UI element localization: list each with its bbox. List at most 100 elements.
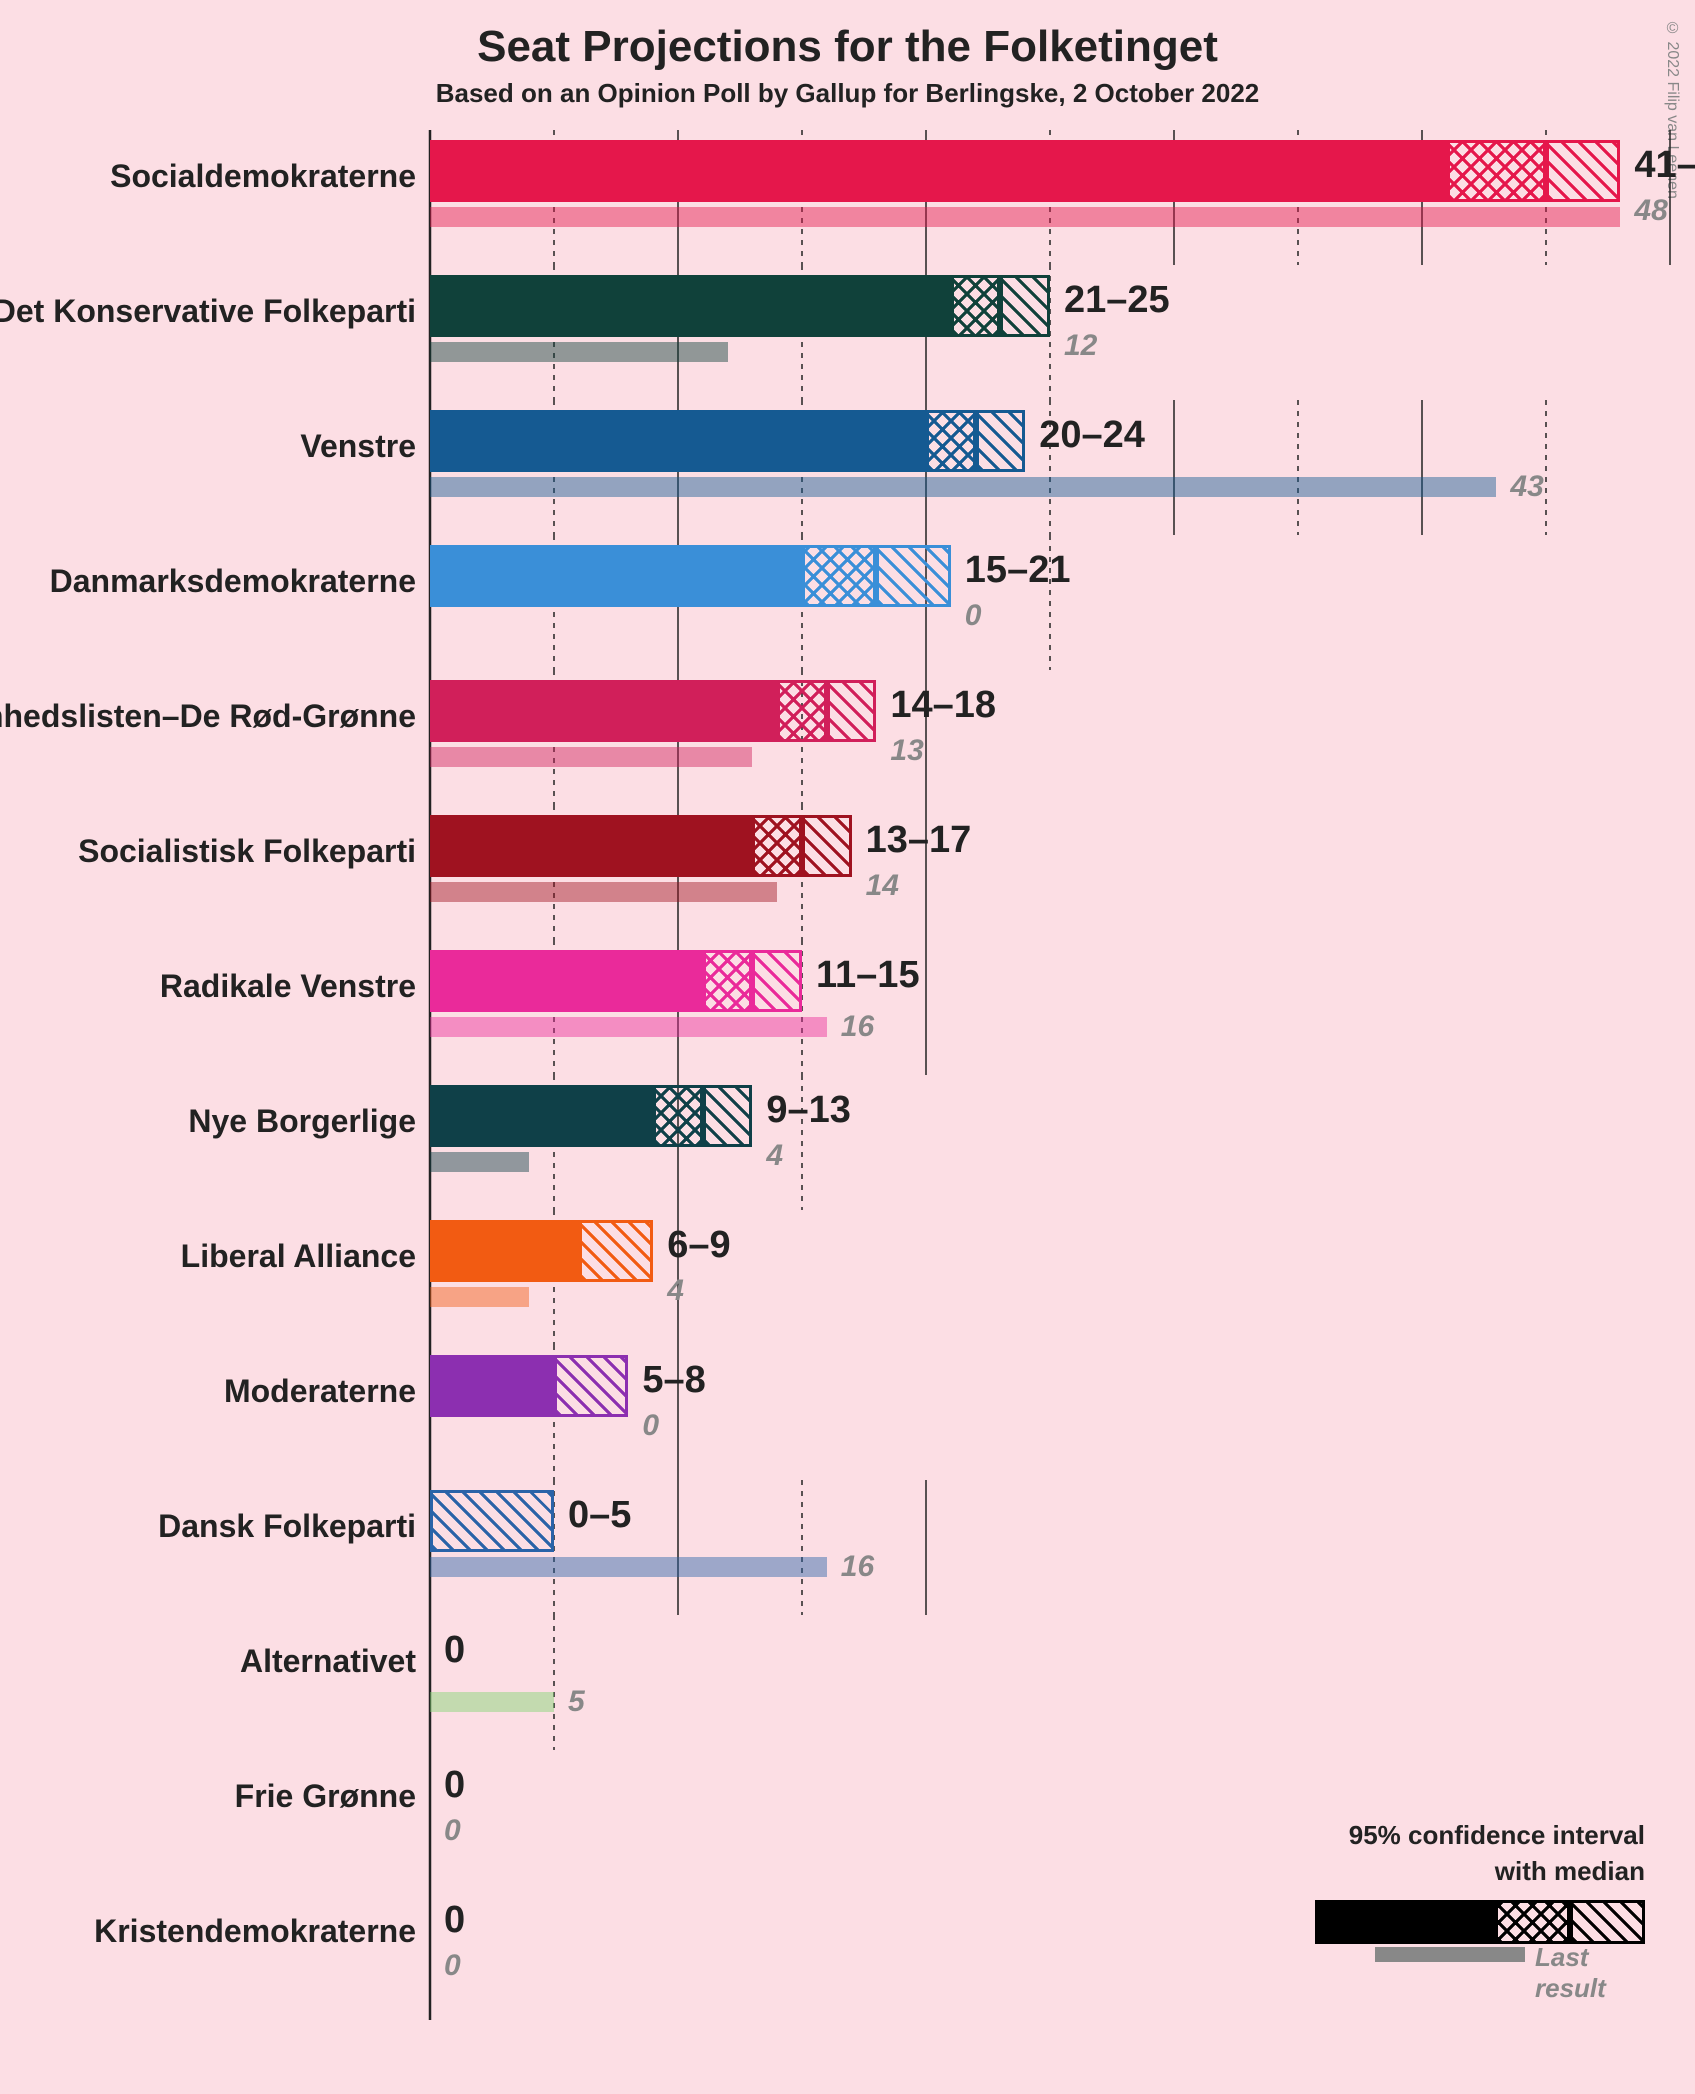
legend-last-label: Last result	[1535, 1942, 1645, 2004]
party-label: Danmarksdemokraterne	[50, 563, 416, 600]
bar-high	[976, 410, 1026, 472]
bar-median	[926, 410, 976, 472]
bar-last	[430, 1152, 529, 1172]
bar-median	[703, 950, 753, 1012]
party-row: Moderaterne5–80	[0, 1345, 1695, 1480]
legend-diag-swatch	[1570, 1900, 1645, 1944]
bar-low	[430, 545, 802, 607]
bar-high	[703, 1085, 753, 1147]
last-label: 0	[444, 1949, 461, 1983]
bar-last	[430, 477, 1496, 497]
party-row: Alternativet 0 5	[0, 1615, 1695, 1750]
party-row: Danmarksdemokraterne15–210	[0, 535, 1695, 670]
party-row: Socialdemokraterne 41–48 48	[0, 130, 1695, 265]
bar-median	[752, 815, 802, 877]
range-label: 13–17	[866, 819, 972, 862]
party-label: Socialistisk Folkeparti	[78, 833, 416, 870]
range-label: 9–13	[766, 1089, 851, 1132]
chart-subtitle: Based on an Opinion Poll by Gallup for B…	[0, 72, 1695, 109]
bar-last	[430, 1287, 529, 1307]
chart-title: Seat Projections for the Folketinget	[0, 0, 1695, 72]
party-row: Radikale Venstre 11–15 16	[0, 940, 1695, 1075]
bar-low	[430, 950, 703, 1012]
party-label: Venstre	[300, 428, 416, 465]
range-label: 0–5	[568, 1494, 631, 1537]
party-row: Nye Borgerlige 9–13 4	[0, 1075, 1695, 1210]
range-label: 0	[444, 1899, 465, 1942]
bar-high	[430, 1490, 554, 1552]
bar-last	[430, 882, 777, 902]
range-label: 21–25	[1064, 279, 1170, 322]
range-label: 0	[444, 1764, 465, 1807]
gridlines	[430, 1750, 432, 1885]
bar-low	[430, 140, 1447, 202]
bar-high	[827, 680, 877, 742]
bar-low	[430, 815, 752, 877]
last-label: 0	[444, 1814, 461, 1848]
legend-cross-swatch	[1495, 1900, 1570, 1944]
bar-last	[430, 1692, 554, 1712]
last-label: 4	[667, 1274, 684, 1308]
last-label: 13	[890, 734, 923, 768]
party-label: Alternativet	[240, 1643, 416, 1680]
party-label: Moderaterne	[224, 1373, 416, 1410]
last-label: 14	[866, 869, 899, 903]
range-label: 11–15	[816, 954, 920, 997]
bar-median	[1447, 140, 1546, 202]
bar-last	[430, 1557, 827, 1577]
legend-ci-line2: with median	[1495, 1856, 1645, 1887]
last-label: 16	[841, 1010, 874, 1044]
range-label: 15–21	[965, 549, 1071, 592]
party-label: Socialdemokraterne	[110, 158, 416, 195]
party-label: Det Konservative Folkeparti	[0, 293, 416, 330]
bar-high	[1546, 140, 1620, 202]
range-label: 41–48	[1634, 144, 1695, 187]
party-label: Dansk Folkeparti	[158, 1508, 416, 1545]
bar-low	[430, 1220, 579, 1282]
party-label: Frie Grønne	[235, 1778, 416, 1815]
gridlines	[430, 1885, 432, 2020]
range-label: 6–9	[667, 1224, 730, 1267]
range-label: 20–24	[1039, 414, 1145, 457]
bar-high	[802, 815, 852, 877]
party-row: Frie Grønne 0 0	[0, 1750, 1695, 1885]
party-row: Venstre20–2443	[0, 400, 1695, 535]
party-row: Enhedslisten–De Rød-Grønne 14–18 13	[0, 670, 1695, 805]
party-label: Liberal Alliance	[181, 1238, 416, 1275]
last-label: 12	[1064, 329, 1097, 363]
legend-last-swatch	[1375, 1947, 1525, 1962]
last-label: 48	[1634, 194, 1667, 228]
party-row: Det Konservative Folkeparti 21–25 12	[0, 265, 1695, 400]
bar-high	[1000, 275, 1050, 337]
bar-low	[430, 1355, 554, 1417]
legend-solid-swatch	[1315, 1900, 1495, 1944]
party-label: Kristendemokraterne	[94, 1913, 416, 1950]
party-label: Nye Borgerlige	[188, 1103, 416, 1140]
party-row: Dansk Folkeparti0–516	[0, 1480, 1695, 1615]
bar-high	[752, 950, 802, 1012]
party-row: Socialistisk Folkeparti 13–17 14	[0, 805, 1695, 940]
legend-bars: Last result	[1315, 1900, 1645, 1980]
last-label: 5	[568, 1685, 585, 1719]
bar-low	[430, 410, 926, 472]
range-label: 0	[444, 1629, 465, 1672]
legend-ci-line1: 95% confidence interval	[1349, 1820, 1645, 1851]
bar-high	[554, 1355, 628, 1417]
bar-median	[802, 545, 876, 607]
bar-median	[951, 275, 1001, 337]
bar-high	[876, 545, 950, 607]
party-label: Enhedslisten–De Rød-Grønne	[0, 698, 416, 735]
bar-median	[653, 1085, 703, 1147]
range-label: 14–18	[890, 684, 996, 727]
bar-high	[579, 1220, 653, 1282]
last-label: 4	[766, 1139, 783, 1173]
bar-median	[777, 680, 827, 742]
party-row: Liberal Alliance 6–9 4	[0, 1210, 1695, 1345]
bar-last	[430, 342, 728, 362]
bar-low	[430, 275, 951, 337]
bar-low	[430, 680, 777, 742]
party-label: Radikale Venstre	[160, 968, 416, 1005]
bar-low	[430, 1085, 653, 1147]
bar-last	[430, 207, 1620, 227]
last-label: 0	[642, 1409, 659, 1443]
